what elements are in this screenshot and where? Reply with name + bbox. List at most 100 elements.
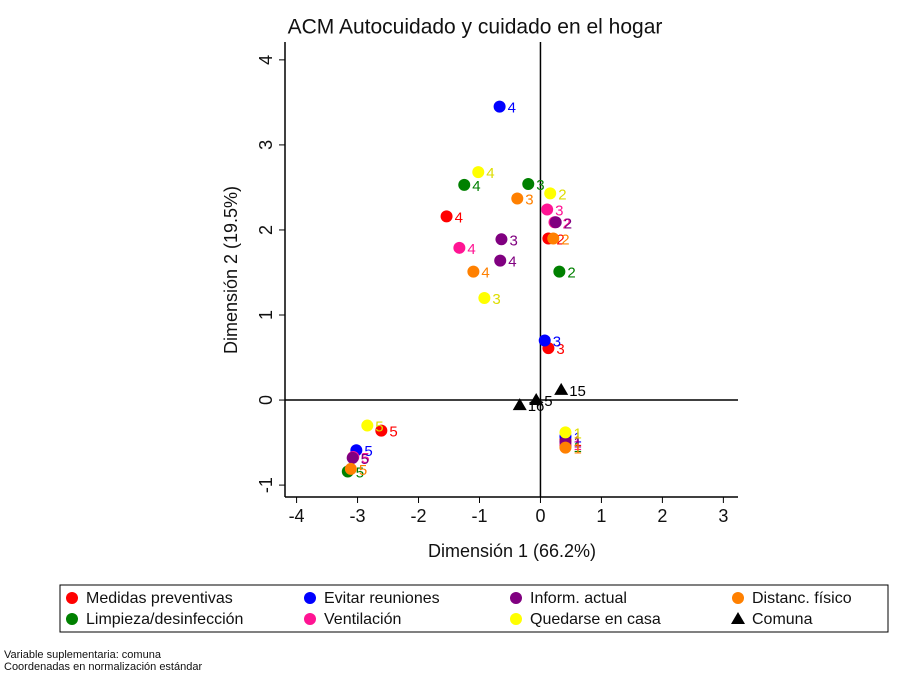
point-label: 2: [567, 265, 575, 282]
point-label: 3: [556, 341, 564, 358]
data-point: [458, 178, 471, 191]
point-label: 5: [364, 443, 372, 460]
data-point: [511, 192, 524, 205]
point-label: 3: [555, 203, 563, 220]
data-point: [541, 203, 554, 216]
point-label: 2: [556, 231, 564, 248]
point-label: 2: [558, 186, 566, 203]
point-label: 15: [569, 383, 586, 400]
legend-marker: [66, 592, 78, 604]
point-label: 4: [508, 100, 516, 117]
x-tick-label: -4: [289, 506, 305, 526]
point-label: 5: [361, 450, 369, 467]
data-point: [512, 398, 527, 411]
point-label: 5: [375, 419, 383, 436]
data-point: [522, 178, 535, 191]
point-label: 5: [356, 464, 364, 481]
data-point: [494, 254, 507, 267]
data-point: [493, 100, 506, 113]
y-tick-label: 3: [256, 140, 276, 150]
data-point: [440, 210, 453, 223]
x-tick-label: -3: [350, 506, 366, 526]
data-point: [361, 419, 374, 432]
point-label: 3: [492, 291, 500, 308]
point-label: 5: [544, 393, 552, 410]
x-axis-label: Dimensión 1 (66.2%): [428, 541, 596, 561]
y-tick-label: 2: [256, 225, 276, 235]
legend-marker: [510, 592, 522, 604]
point-label: 3: [536, 177, 544, 194]
data-point: [453, 241, 466, 254]
point-label: 1: [573, 433, 581, 450]
data-point: [495, 233, 508, 246]
y-tick-label: 4: [256, 55, 276, 65]
point-label: 1: [573, 437, 581, 454]
point-label: 16: [528, 398, 545, 415]
point-label: 5: [361, 451, 369, 468]
data-point: [549, 216, 562, 229]
y-axis-label: Dimensión 2 (19.5%): [221, 186, 241, 354]
point-label: 4: [481, 265, 489, 282]
legend-label: Comuna: [752, 611, 813, 628]
x-tick-label: 2: [657, 506, 667, 526]
legend-label: Medidas preventivas: [86, 590, 233, 607]
point-label: 3: [525, 191, 533, 208]
legend-marker: [732, 592, 744, 604]
data-point: [547, 232, 560, 245]
legend-marker: [731, 612, 745, 624]
legend-box: [59, 584, 889, 633]
legend-marker: [510, 613, 522, 625]
note: Variable suplementaria: comuna: [4, 649, 162, 661]
point-label: 1: [573, 435, 581, 452]
point-label: 4: [472, 178, 480, 195]
point-label: 5: [359, 462, 367, 479]
data-point: [553, 265, 566, 278]
legend-label: Quedarse en casa: [530, 611, 661, 628]
data-point: [346, 451, 359, 464]
point-label: 2: [562, 215, 570, 232]
legend-label: Ventilación: [324, 611, 401, 628]
point-label: 1: [573, 430, 581, 447]
legend-label: Inform. actual: [530, 590, 627, 607]
point-label: 5: [389, 424, 397, 441]
x-tick-label: 3: [718, 506, 728, 526]
data-point: [559, 426, 572, 439]
point-label: 3: [509, 232, 517, 249]
data-point: [554, 382, 569, 395]
data-point: [544, 187, 557, 200]
point-label: 3: [553, 333, 561, 350]
legend-marker: [304, 592, 316, 604]
x-tick-label: -2: [411, 506, 427, 526]
data-point: [559, 441, 572, 454]
data-point: [344, 462, 357, 475]
legend-marker: [66, 613, 78, 625]
point-label: 2: [561, 231, 569, 248]
point-label: 4: [486, 165, 494, 182]
data-point: [472, 166, 485, 179]
point-label: 1: [573, 441, 581, 458]
point-label: 4: [467, 241, 475, 258]
x-tick-label: 0: [535, 506, 545, 526]
point-label: 4: [455, 209, 463, 226]
legend-label: Limpieza/desinfección: [86, 611, 243, 628]
legend-label: Evitar reuniones: [324, 590, 440, 607]
point-label: 2: [564, 215, 572, 232]
data-point: [529, 393, 544, 406]
data-point: [478, 291, 491, 304]
point-label: 4: [508, 254, 516, 271]
data-point: [467, 265, 480, 278]
chart-title: ACM Autocuidado y cuidado en el hogar: [288, 16, 663, 39]
point-label: 1: [573, 425, 581, 442]
legend-label: Distanc. físico: [752, 590, 852, 607]
note: Coordenadas en normalización estándar: [4, 661, 202, 673]
legend-marker: [304, 613, 316, 625]
y-tick-label: 1: [256, 310, 276, 320]
x-tick-label: 1: [596, 506, 606, 526]
y-tick-label: -1: [256, 477, 276, 493]
data-point: [538, 334, 551, 347]
x-tick-label: -1: [471, 506, 487, 526]
data-point: [375, 424, 388, 437]
point-label: 1: [573, 439, 581, 456]
